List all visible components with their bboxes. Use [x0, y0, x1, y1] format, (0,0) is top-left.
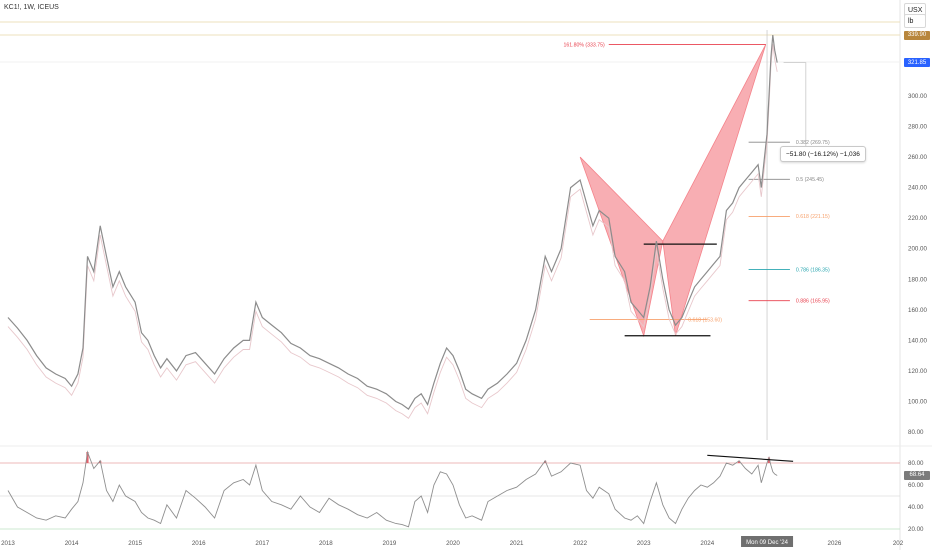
crosshair-date-bg — [741, 536, 794, 547]
x-tick-label: 2019 — [383, 540, 397, 547]
x-tick-label: 2026 — [828, 540, 842, 547]
y-tick-label: 180.00 — [908, 276, 927, 283]
y-tick-label: 140.00 — [908, 337, 927, 344]
rsi-tick-label: 40.00 — [908, 504, 924, 511]
price-shadow-series — [7, 44, 778, 419]
rsi-tick-label: 80.00 — [908, 460, 924, 467]
pattern-triangle-bcd — [662, 44, 767, 336]
x-tick-label: 2017 — [255, 540, 269, 547]
x-tick-label: 2013 — [1, 540, 15, 547]
y-tick-label: 200.00 — [908, 246, 927, 253]
y-tick-label: 280.00 — [908, 124, 927, 131]
x-tick-label: 202 — [893, 540, 904, 547]
y-tick-label: 260.00 — [908, 154, 927, 161]
pattern-triangle-xab — [579, 156, 664, 338]
fib-level-label: 0.5 (245.45) — [796, 177, 824, 183]
x-tick-label: 2024 — [700, 540, 714, 547]
x-tick-label: 2021 — [510, 540, 524, 547]
rsi-divergence-line — [707, 454, 794, 462]
fib-level-label: 0.886 (165.95) — [796, 299, 830, 305]
y-tick-label: 220.00 — [908, 215, 927, 222]
fib-level-label: 161.80% (333.75) — [564, 42, 606, 48]
y-tick-label: 300.00 — [908, 93, 927, 100]
fib-level-label: 0.618 (153.60) — [688, 317, 722, 323]
y-tick-label: 240.00 — [908, 185, 927, 192]
price-last-tag: 321.85 — [904, 58, 930, 68]
rsi-tick-label: 20.00 — [908, 526, 924, 533]
rsi-series-line — [7, 450, 778, 528]
x-tick-label: 2016 — [192, 540, 206, 547]
x-tick-label: 2022 — [573, 540, 587, 547]
x-tick-label: 2018 — [319, 540, 333, 547]
rsi-tick-label: 60.00 — [908, 482, 924, 489]
price-series-line — [7, 35, 778, 410]
fib-level-label: 0.786 (186.35) — [796, 267, 830, 273]
measure-tooltip: −51.80 (−16.12%) −1,036 — [780, 146, 866, 162]
measure-bracket — [783, 62, 807, 155]
x-tick-label: 2020 — [446, 540, 460, 547]
x-tick-label: 2023 — [637, 540, 651, 547]
x-tick-label: 2015 — [128, 540, 142, 547]
y-tick-label: 160.00 — [908, 307, 927, 314]
symbol-title: KC1!, 1W, ICEUS — [4, 4, 59, 11]
unit-selector-bottom[interactable]: lb — [904, 14, 926, 28]
crosshair-date: Mon 09 Dec '24 — [746, 540, 788, 546]
y-tick-label: 100.00 — [908, 398, 927, 405]
x-tick-label: 2014 — [65, 540, 79, 547]
y-tick-label: 120.00 — [908, 368, 927, 375]
fib-level-label: 0.618 (221.15) — [796, 214, 830, 220]
fib-level-label: 0.382 (269.75) — [796, 140, 830, 146]
y-tick-label: 80.00 — [908, 429, 924, 436]
rsi-value-tag: 68.64 — [904, 470, 930, 480]
price-high-tag: 339.90 — [904, 30, 930, 40]
